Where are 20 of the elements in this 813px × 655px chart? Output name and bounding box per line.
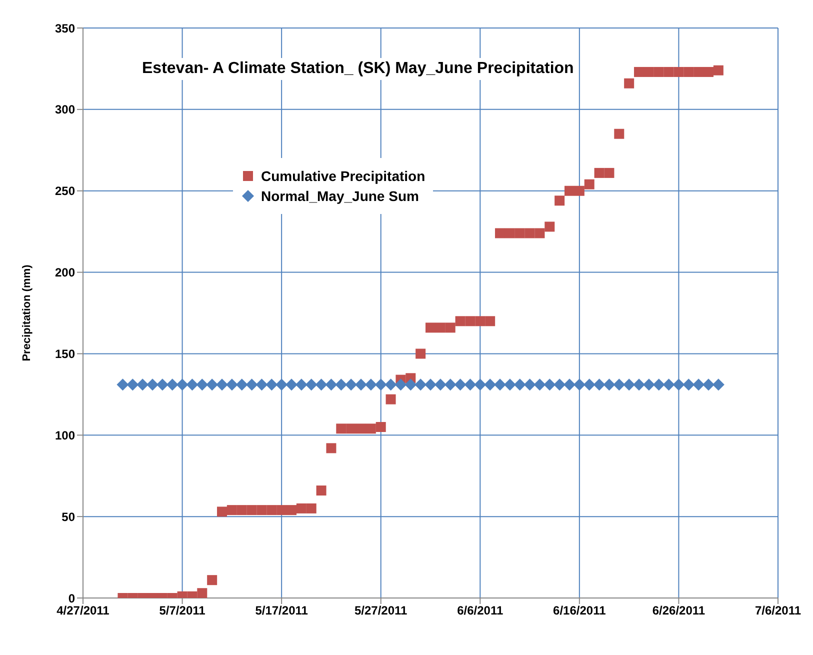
x-tick-label: 4/27/2011	[56, 604, 110, 618]
y-tick-label: 350	[54, 21, 76, 36]
y-tick-label: 50	[62, 510, 76, 524]
y-tick-label: 200	[54, 266, 76, 280]
x-tick-label: 5/17/2011	[255, 604, 308, 618]
x-tick-label: 6/26/2011	[652, 604, 706, 618]
x-tick-label: 6/16/2011	[553, 604, 606, 618]
x-tick-label: 5/27/2011	[354, 604, 408, 618]
x-tick-label: 7/6/2011	[754, 604, 802, 618]
x-tick-label: 6/6/2011	[457, 604, 504, 618]
y-tick-label: 300	[54, 102, 76, 117]
y-tick-label: 100	[54, 428, 76, 442]
legend-label: Normal_May_June Sum	[261, 188, 419, 204]
x-tick-label: 5/7/2011	[159, 604, 206, 618]
y-tick-label: 150	[54, 346, 76, 361]
y-tick-label: 250	[54, 184, 76, 198]
legend-label: Cumulative Precipitation	[261, 168, 426, 184]
y-axis-title: Precipitation (mm)	[20, 264, 33, 362]
y-tick-label: 0	[68, 591, 76, 606]
text: Estevan- A Climate Station_ (SK) May_June Precipitation	[138, 58, 578, 80]
